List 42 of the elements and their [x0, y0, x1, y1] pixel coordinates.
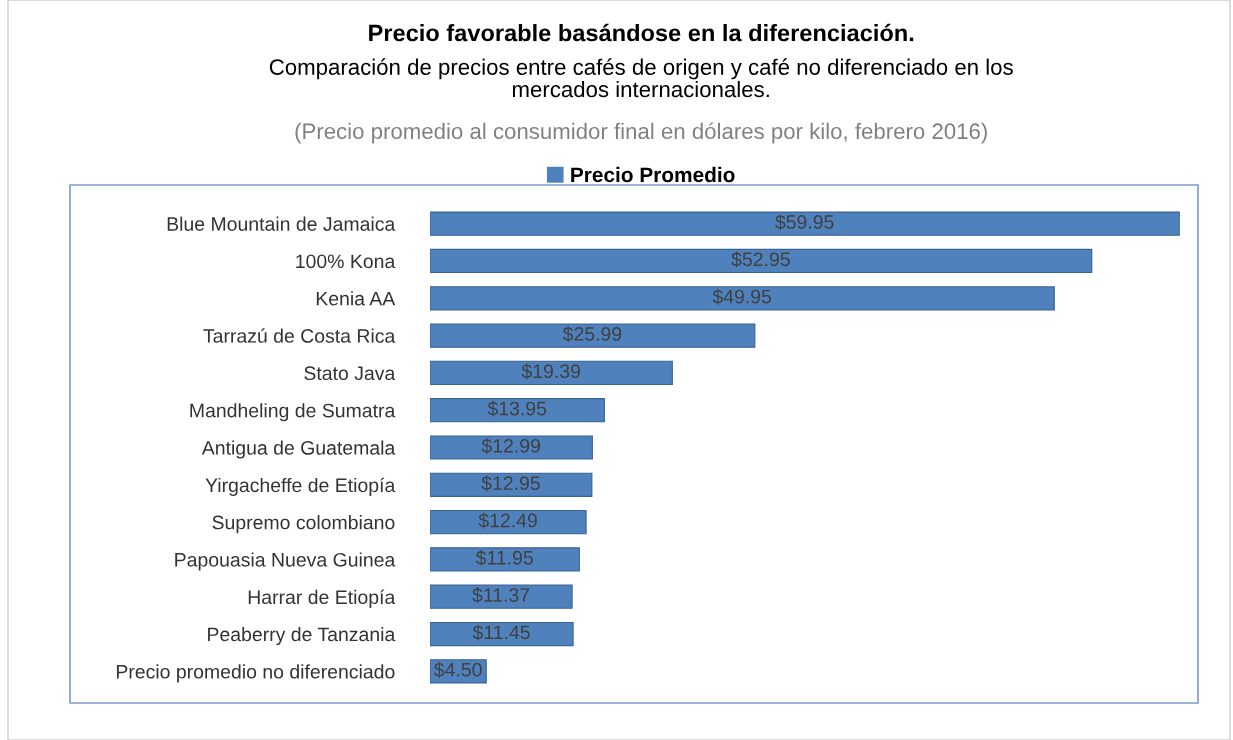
bar	[430, 323, 756, 348]
y-tick-label: Stato Java	[304, 366, 396, 381]
y-tick-label: Blue Mountain de Jamaica	[167, 216, 396, 231]
bar	[430, 547, 580, 572]
y-tick-label: Peaberry de Tanzania	[208, 626, 396, 646]
y-tick-label: Harrar de Etiopía	[248, 589, 396, 608]
chart-title: Precio favorable basándose en la diferenciación.	[369, 23, 914, 42]
y-tick-label: 100% Kona	[296, 254, 396, 269]
data-label: $52.95	[731, 251, 790, 268]
y-tick-label: Mandheling de Sumatra	[190, 403, 396, 422]
data-label: $12.99	[481, 438, 540, 454]
legend-label: Precio Promedio	[571, 166, 735, 183]
data-label: $49.95	[712, 288, 772, 305]
y-tick-label: Tarrazú de Costa Rica	[203, 328, 396, 343]
y-tick-label: Yirgacheffe de Etiopía	[205, 477, 396, 496]
bar	[430, 584, 573, 609]
bar	[430, 472, 593, 497]
data-label: $12.95	[481, 475, 540, 492]
bar	[430, 398, 605, 423]
y-tick-label: Precio promedio no diferenciado	[116, 664, 395, 683]
chart-subtitle: Comparación de precios entre cafés de origen y café no diferenciado en los mercados internacionales.	[269, 58, 1013, 98]
data-label: $13.95	[487, 400, 547, 417]
y-tick-label: Kenia AA	[316, 291, 396, 306]
data-label: $11.95	[475, 550, 533, 566]
y-tick-label: Supremo colombiano	[212, 515, 395, 534]
data-label: $4.50	[434, 661, 482, 678]
data-label: $12.49	[478, 512, 537, 529]
data-label: $25.99	[562, 326, 622, 342]
text: (Precio promedio al consumidor final en dólares por kilo, febrero 2016)	[295, 122, 987, 144]
bar	[430, 509, 587, 535]
data-label: $11.45	[472, 624, 530, 641]
bar	[430, 211, 1180, 236]
data-label: $59.95	[775, 214, 834, 231]
y-tick-label: Papouasia Nueva Guinea	[175, 552, 396, 571]
bar	[430, 286, 1055, 311]
data-label: $11.37	[472, 587, 530, 604]
bar	[430, 621, 574, 647]
bar	[430, 435, 593, 460]
y-tick-label: Antigua de Guatemala	[201, 440, 396, 459]
bar	[430, 248, 1093, 274]
data-label: $19.39	[521, 363, 580, 380]
bar	[430, 360, 673, 386]
